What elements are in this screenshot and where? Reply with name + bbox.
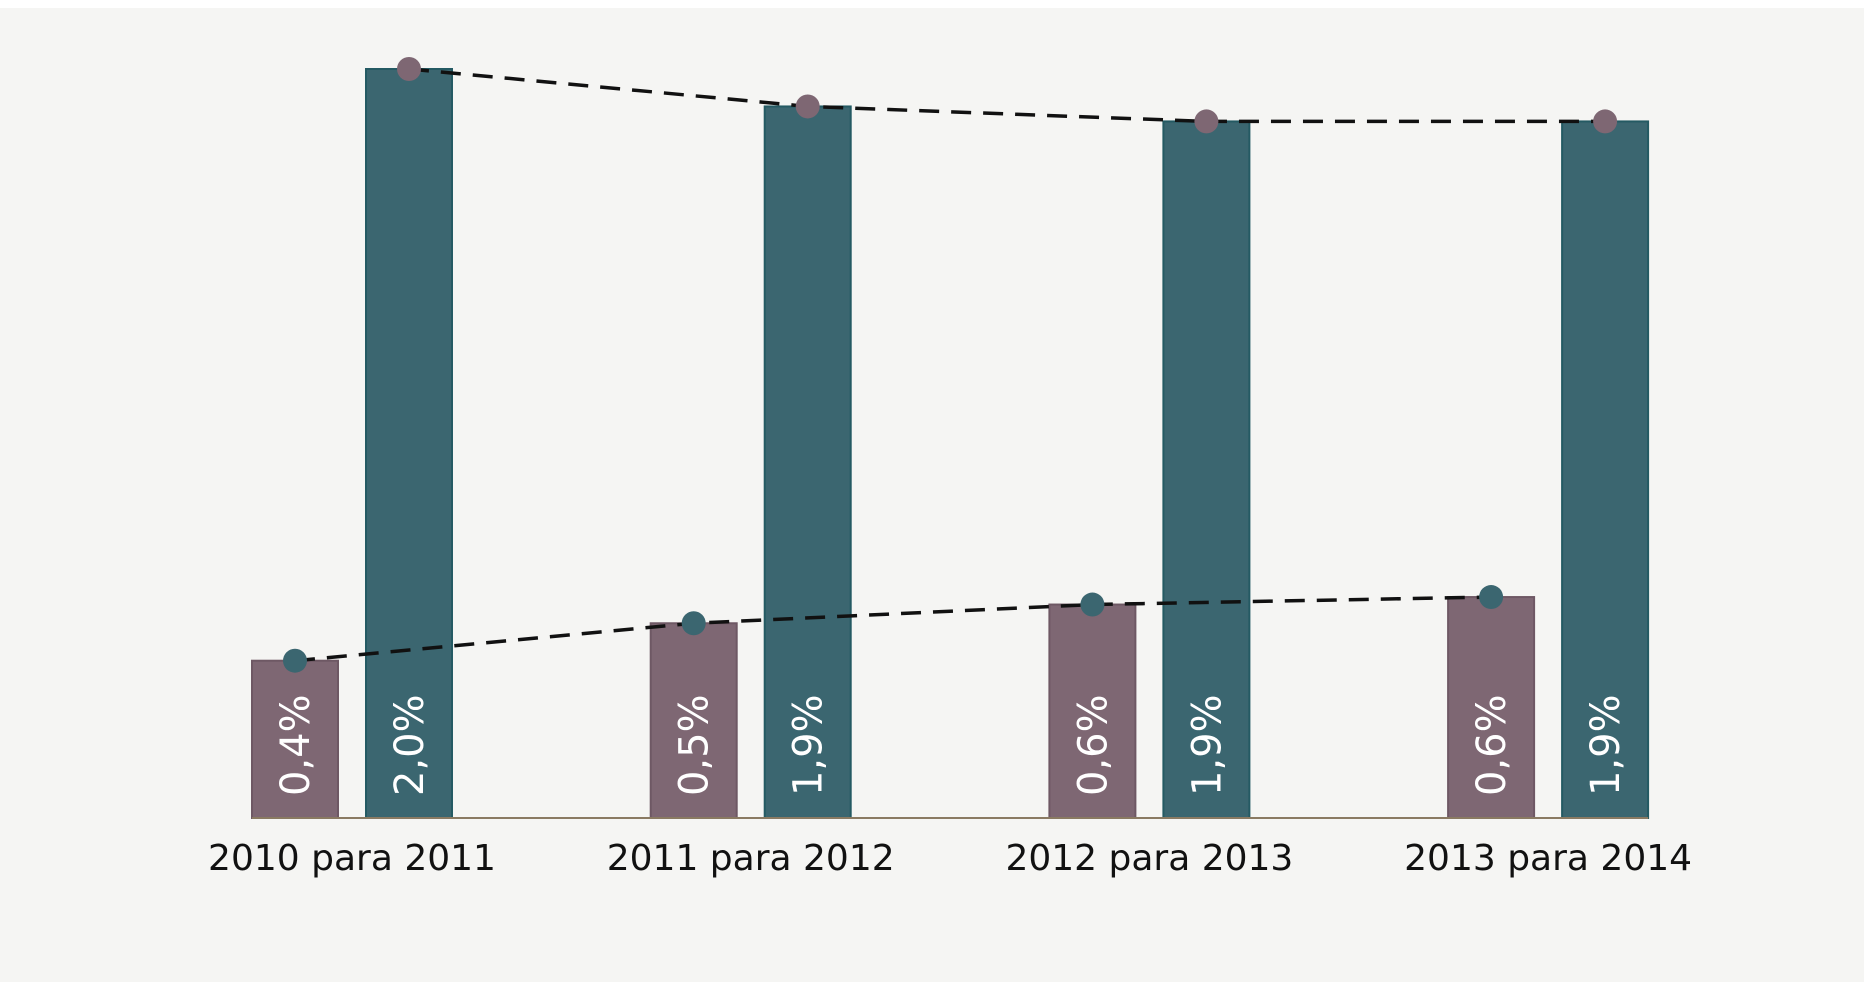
bar bbox=[1561, 120, 1650, 820]
trend-dot bbox=[795, 94, 820, 119]
value-label: 0,4% bbox=[273, 694, 319, 796]
x-tick-label: 2013 para 2014 bbox=[1404, 838, 1692, 879]
value-label: 1,9% bbox=[786, 694, 832, 796]
bar bbox=[251, 659, 339, 820]
trend-line bbox=[408, 67, 1606, 124]
value-label: 0,6% bbox=[1070, 694, 1116, 796]
x-tick-label: 2012 para 2013 bbox=[1005, 838, 1293, 879]
bar bbox=[1162, 120, 1251, 820]
trend-line bbox=[294, 595, 1492, 663]
trend-dot bbox=[1194, 109, 1219, 134]
trend-dot bbox=[681, 611, 706, 636]
bar bbox=[1048, 603, 1137, 819]
value-label: 0,6% bbox=[1469, 694, 1515, 796]
trend-dot bbox=[1593, 109, 1618, 134]
value-label: 1,9% bbox=[1184, 694, 1230, 796]
x-tick-label: 2011 para 2012 bbox=[607, 838, 895, 879]
value-label: 0,5% bbox=[672, 694, 718, 796]
trend-dot bbox=[1479, 585, 1504, 610]
value-label: 2,0% bbox=[387, 694, 433, 796]
trend-dot bbox=[283, 648, 307, 673]
x-tick-label: 2010 para 2011 bbox=[208, 838, 496, 879]
top-strip bbox=[0, 0, 1864, 8]
trend-dot bbox=[1080, 592, 1105, 617]
value-label: 1,9% bbox=[1583, 694, 1629, 796]
trend-dot bbox=[397, 57, 421, 81]
